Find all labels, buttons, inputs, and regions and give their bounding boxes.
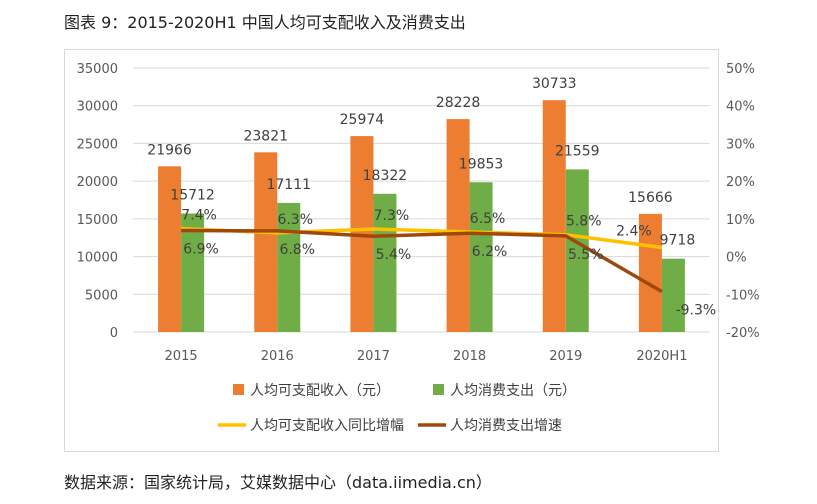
legend-label: 人均可支配收入（元） (250, 383, 390, 399)
bar-consumption (661, 258, 685, 332)
bar-data-label: 9718 (660, 233, 696, 249)
y2-tick-label: 30% (726, 137, 755, 152)
legend-swatch (233, 384, 244, 395)
y-tick-label: 5000 (85, 288, 118, 303)
line-data-label: 6.2% (472, 244, 508, 260)
legend-label: 人均消费支出增速 (450, 418, 562, 434)
bar-consumption (181, 213, 205, 332)
bar-consumption (469, 182, 493, 332)
bar-data-label: 21559 (555, 143, 600, 159)
bar-income (446, 119, 470, 332)
line-data-label: 7.3% (374, 208, 410, 224)
line-data-label: 6.8% (279, 242, 315, 258)
bar-income (542, 100, 566, 333)
y2-tick-label: 10% (726, 213, 755, 228)
line-consumption-growth (181, 228, 663, 294)
bar-data-label: 15712 (170, 187, 215, 203)
x-tick-label: 2020H1 (636, 349, 687, 364)
line-data-label: 5.5% (568, 247, 604, 263)
line-data-label: 7.4% (181, 208, 217, 224)
y-tick-label: 10000 (77, 251, 118, 266)
y2-tick-label: 50% (726, 62, 755, 77)
bar-consumption (277, 202, 301, 332)
line-data-label: 2.4% (616, 224, 652, 240)
legend-label: 人均可支配收入同比增幅 (250, 418, 404, 434)
bar-data-label: 19853 (459, 156, 504, 172)
source-note: 数据来源：国家统计局，艾媒数据中心（data.iimedia.cn） (64, 473, 492, 492)
bar-income (254, 152, 278, 332)
legend-label: 人均消费支出（元） (450, 383, 576, 399)
bar-data-label: 25974 (340, 112, 385, 128)
y-tick-label: 20000 (77, 175, 118, 190)
x-tick-label: 2019 (549, 349, 582, 364)
bar-data-label: 28228 (436, 95, 481, 111)
bar-consumption (565, 169, 589, 332)
bar-data-label: 17111 (266, 177, 311, 193)
y-tick-label: 30000 (77, 100, 118, 115)
y-tick-label: 25000 (77, 137, 118, 152)
y2-tick-label: -20% (726, 326, 760, 341)
y2-tick-label: 40% (726, 100, 755, 115)
x-tick-label: 2018 (453, 349, 486, 364)
line-data-label: 6.5% (470, 211, 506, 227)
y-tick-label: 15000 (77, 213, 118, 228)
bar-data-label: 15666 (628, 190, 673, 206)
y2-tick-label: 0% (726, 251, 747, 266)
x-tick-label: 2015 (165, 349, 198, 364)
bar-income (158, 166, 182, 332)
line-data-label: -9.3% (676, 303, 717, 319)
y-tick-label: 35000 (77, 62, 118, 77)
line-data-label: 6.9% (183, 242, 219, 258)
chart-title: 图表 9：2015-2020H1 中国人均可支配收入及消费支出 (64, 13, 466, 32)
x-tick-label: 2017 (357, 349, 390, 364)
y2-tick-label: -10% (726, 288, 760, 303)
y2-tick-label: 20% (726, 175, 755, 190)
bar-data-label: 30733 (532, 76, 577, 92)
line-data-label: 6.3% (277, 212, 313, 228)
x-tick-label: 2016 (261, 349, 294, 364)
legend-swatch (433, 384, 444, 395)
bar-income (638, 213, 662, 332)
bar-data-label: 23821 (243, 128, 288, 144)
line-data-label: 5.4% (376, 247, 412, 263)
y-tick-label: 0 (110, 326, 118, 341)
chart-frame (64, 49, 719, 452)
line-data-label: 5.8% (566, 214, 602, 230)
bar-data-label: 18322 (363, 168, 408, 184)
bar-data-label: 21966 (147, 142, 192, 158)
